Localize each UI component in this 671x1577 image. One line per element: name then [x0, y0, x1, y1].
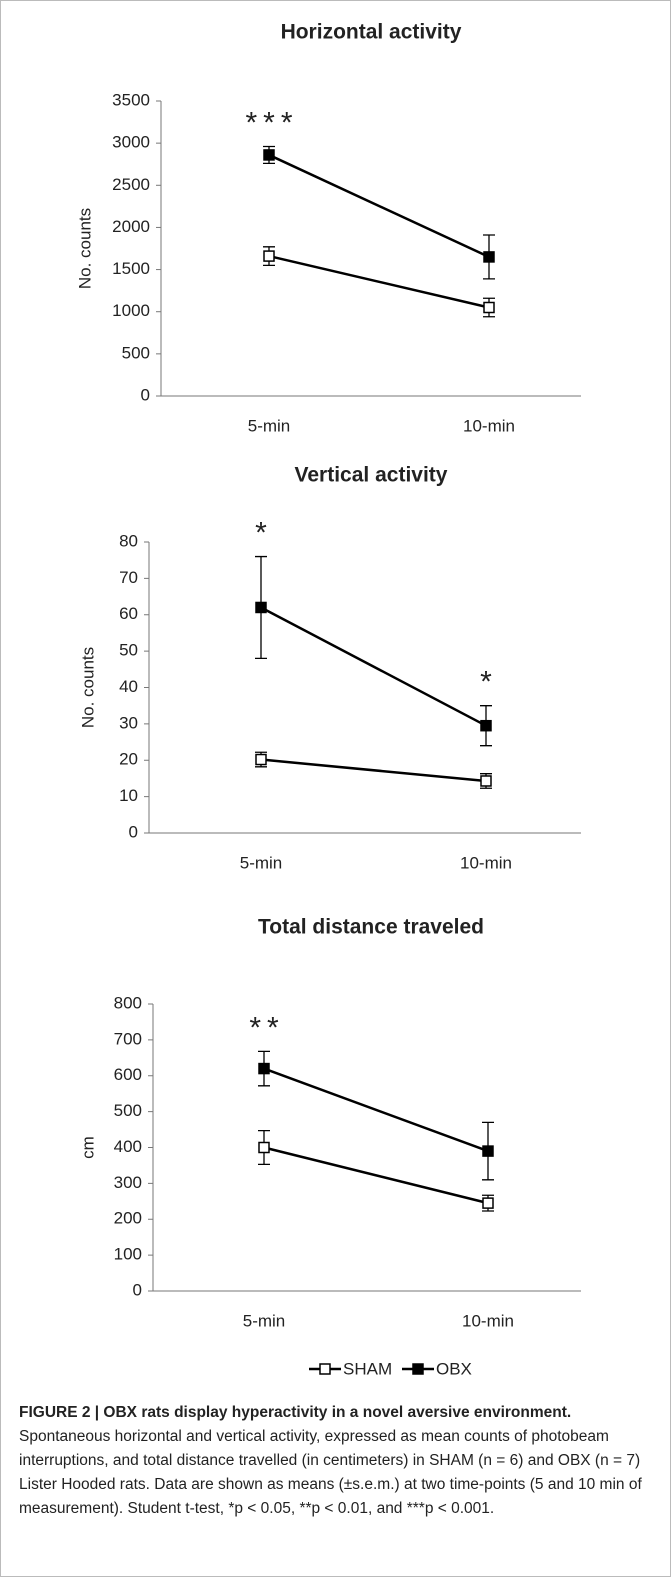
y-tick-label: 100 — [114, 1245, 142, 1264]
y-tick-label: 20 — [119, 750, 138, 769]
point — [258, 1141, 270, 1154]
x-tick-label: 10-min — [460, 853, 512, 872]
y-tick-label: 800 — [114, 993, 142, 1012]
series-line — [268, 254, 490, 309]
legend-label: OBX — [436, 1359, 472, 1378]
y-axis-label: cm — [78, 1136, 97, 1159]
y-tick-label: 50 — [119, 641, 138, 660]
y-tick-label: 1000 — [112, 301, 150, 320]
x-tick-label: 5-min — [248, 416, 291, 435]
series-line — [263, 1067, 489, 1153]
point — [263, 149, 275, 161]
y-tick-label: 80 — [119, 531, 138, 550]
caption-title: FIGURE 2 | OBX rats display hyperactivit… — [19, 1404, 572, 1421]
y-tick-label: 300 — [114, 1173, 142, 1192]
x-tick-label: 10-min — [463, 416, 515, 435]
x-tick-label: 10-min — [462, 1311, 514, 1330]
series-line — [268, 153, 490, 259]
y-axis-label: No. counts — [78, 647, 97, 728]
legend-marker — [412, 1363, 424, 1375]
significance-marker: ** — [249, 1011, 284, 1044]
y-tick-label: 600 — [114, 1065, 142, 1084]
caption-body: Spontaneous horizontal and vertical acti… — [19, 1428, 642, 1517]
legend-label: SHAM — [343, 1359, 392, 1378]
series-line — [260, 606, 487, 727]
y-tick-label: 3000 — [112, 133, 150, 152]
significance-marker: *** — [245, 106, 298, 139]
y-tick-label: 500 — [114, 1101, 142, 1120]
y-tick-label: 40 — [119, 677, 138, 696]
y-tick-label: 400 — [114, 1137, 142, 1156]
point — [255, 601, 267, 614]
y-tick-label: 1500 — [112, 259, 150, 278]
series-line — [263, 1146, 489, 1205]
legend-marker — [319, 1363, 331, 1375]
x-tick-label: 5-min — [240, 853, 283, 872]
y-tick-label: 2000 — [112, 217, 150, 236]
y-tick-label: 70 — [119, 568, 138, 587]
x-tick-label: 5-min — [243, 1311, 286, 1330]
y-tick-label: 10 — [119, 786, 138, 805]
y-tick-label: 30 — [119, 713, 138, 732]
significance-marker: * — [255, 516, 273, 549]
y-axis-label: No. counts — [75, 208, 94, 289]
y-tick-label: 3500 — [112, 90, 150, 109]
y-tick-label: 0 — [133, 1280, 142, 1299]
y-tick-label: 700 — [114, 1029, 142, 1048]
point — [483, 301, 495, 314]
chart-title: Vertical activity — [295, 464, 448, 487]
point — [258, 1062, 270, 1075]
point — [482, 1145, 494, 1157]
y-tick-label: 60 — [119, 604, 138, 623]
y-tick-label: 500 — [122, 343, 150, 362]
point — [480, 775, 492, 787]
point — [482, 1197, 494, 1209]
point — [480, 719, 492, 732]
series-line — [260, 758, 487, 783]
caption: FIGURE 2 | OBX rats display hyperactivit… — [19, 1401, 659, 1521]
chart-title: Total distance traveled — [258, 916, 484, 939]
point — [483, 251, 495, 263]
point — [255, 753, 267, 766]
point — [263, 250, 275, 262]
y-tick-label: 200 — [114, 1209, 142, 1228]
y-tick-label: 0 — [129, 822, 138, 841]
chart-title: Horizontal activity — [281, 21, 462, 44]
significance-marker: * — [480, 666, 498, 699]
y-tick-label: 0 — [141, 385, 150, 404]
y-tick-label: 2500 — [112, 175, 150, 194]
